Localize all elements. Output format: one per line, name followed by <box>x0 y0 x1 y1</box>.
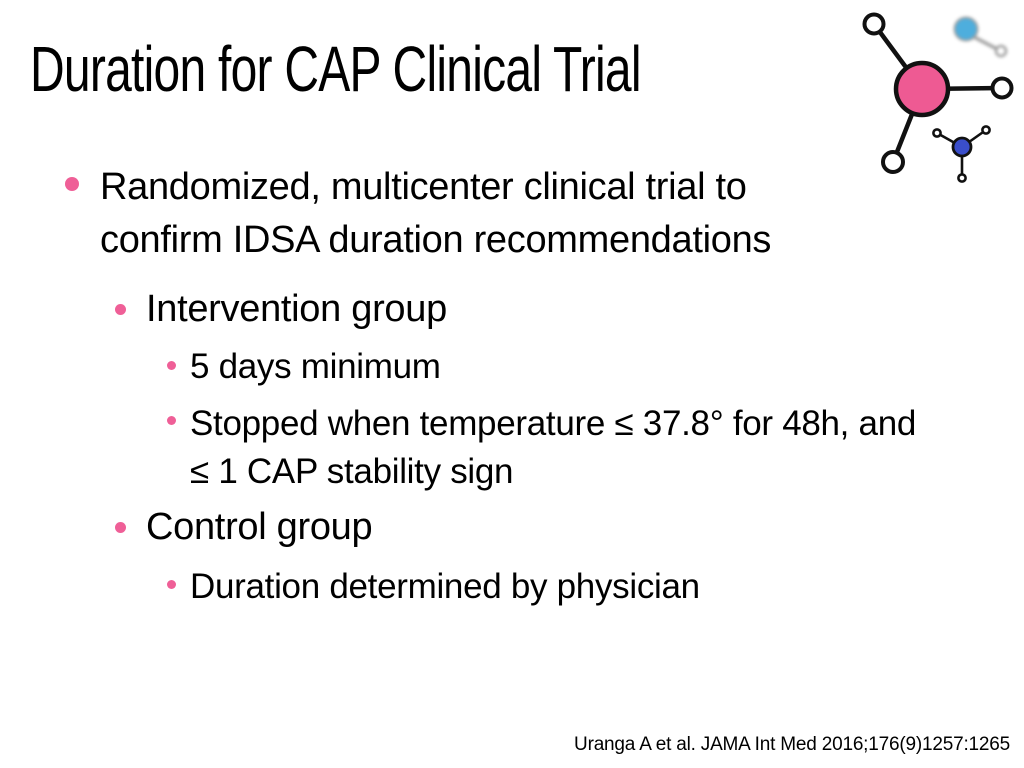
bullet-text: Randomized, multicenter clinical trial t… <box>100 166 747 208</box>
bullet-marker-l3 <box>167 580 176 589</box>
bullet-text: Stopped when temperature ≤ 37.8° for 48h… <box>190 404 917 443</box>
bullet-marker-l2 <box>115 304 126 315</box>
bullet-text: ≤ 1 CAP stability sign <box>190 452 514 491</box>
citation: Uranga A et al. JAMA Int Med 2016;176(9)… <box>574 734 1010 755</box>
molecule-logo <box>862 12 1014 183</box>
bullet-marker-l3 <box>167 416 176 425</box>
bullet-text: confirm IDSA duration recommendations <box>100 219 772 261</box>
bullet-text: Duration determined by physician <box>190 567 700 606</box>
bullet-text: 5 days minimum <box>190 347 441 386</box>
bullet-marker-l1 <box>65 177 79 191</box>
bullet-text: Intervention group <box>146 288 447 330</box>
molecule-satellite-blur <box>953 16 1008 58</box>
bullet-text: Control group <box>146 506 373 548</box>
molecule-small <box>932 125 991 183</box>
bullet-marker-l3 <box>167 361 176 370</box>
molecule-main <box>862 12 1014 174</box>
slide-title: Duration for CAP Clinical Trial <box>30 33 642 105</box>
bullet-marker-l2 <box>115 522 126 533</box>
